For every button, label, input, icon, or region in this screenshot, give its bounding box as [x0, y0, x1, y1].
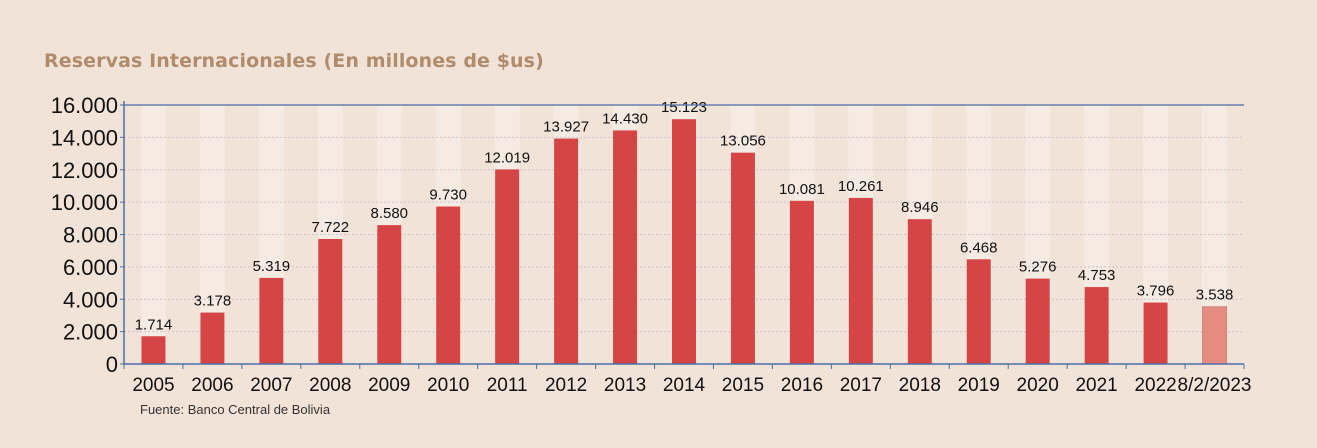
y-tick-labels: 0 2.000 4.000 6.000 8.000 10.000 12.000 14.000 1…	[51, 93, 118, 377]
data-label: 3.538	[1196, 287, 1234, 304]
x-tick-label: 2017	[840, 375, 882, 396]
x-tick-label: 2006	[191, 375, 233, 396]
data-label: 9.730	[429, 186, 467, 203]
data-label: 3.178	[194, 293, 232, 310]
data-label: 5.276	[1019, 259, 1057, 276]
data-label: 8.580	[370, 205, 408, 222]
y-tick-label: 10.000	[51, 190, 118, 215]
data-label: 12.019	[484, 149, 530, 166]
bar	[907, 219, 932, 364]
bars	[141, 119, 1228, 365]
bar	[848, 197, 873, 364]
bar	[318, 239, 343, 364]
x-tick-label: 2018	[899, 375, 941, 396]
data-label: 4.753	[1078, 267, 1116, 284]
x-tick-label: 2013	[604, 375, 646, 396]
bar	[1025, 278, 1050, 364]
data-label: 6.468	[960, 239, 998, 256]
x-tick-label: 2020	[1017, 375, 1059, 396]
chart-title: Reservas Internacionales (En millones de…	[44, 50, 544, 72]
bar	[141, 336, 166, 364]
y-tick-label: 2.000	[63, 320, 118, 345]
bar	[789, 200, 814, 364]
data-label: 1.714	[135, 316, 173, 333]
x-tick-label: 2010	[427, 375, 469, 396]
axes	[120, 101, 1245, 369]
x-tick-label: 2022	[1134, 375, 1176, 396]
y-tick-label: 14.000	[51, 125, 118, 150]
x-tick-label: 2015	[722, 375, 764, 396]
x-tick-label: 8/2/2023	[1178, 375, 1252, 396]
x-tick-label: 2007	[250, 375, 292, 396]
bar	[436, 206, 461, 364]
data-label: 14.430	[602, 110, 648, 127]
data-label: 10.081	[779, 181, 825, 198]
y-tick-label: 0	[106, 352, 118, 377]
x-tick-label: 2016	[781, 375, 823, 396]
bar	[1202, 306, 1228, 365]
bar	[495, 169, 520, 364]
data-label: 13.056	[720, 133, 766, 150]
bar	[554, 138, 579, 364]
data-label: 3.796	[1137, 283, 1175, 300]
y-tick-label: 8.000	[63, 223, 118, 248]
bar	[613, 130, 638, 364]
bar	[200, 312, 225, 364]
bar	[672, 119, 696, 364]
bar	[377, 225, 402, 364]
x-tick-label: 2009	[368, 375, 410, 396]
y-tick-label: 12.000	[51, 158, 118, 183]
bar	[1143, 302, 1168, 364]
x-tick-label: 2021	[1075, 375, 1117, 396]
bar	[259, 277, 284, 364]
y-tick-label: 4.000	[63, 287, 118, 312]
source-note: Fuente: Banco Central de Bolivia	[140, 402, 331, 417]
x-tick-label: 2019	[958, 375, 1000, 396]
x-tick-labels: 2005 2006 2007 2008 2009 2010 2011 2012 2013 2014…	[132, 375, 1251, 396]
data-labels: 1.714 3.178 5.319 7.722 8.580 9.730 12.019 13.9…	[135, 99, 1234, 333]
bar	[966, 259, 991, 364]
data-label: 5.319	[253, 258, 291, 275]
data-label: 15.123	[661, 99, 707, 116]
x-tick-label: 2008	[309, 375, 351, 396]
data-label: 8.946	[901, 199, 939, 216]
data-label: 13.927	[543, 119, 589, 136]
data-label: 10.261	[838, 178, 884, 195]
x-tick-label: 2012	[545, 375, 587, 396]
x-tick-label: 2014	[663, 375, 706, 396]
y-tick-label: 6.000	[63, 255, 118, 280]
y-tick-label: 16.000	[51, 93, 118, 118]
bar	[730, 152, 755, 364]
bar	[1084, 287, 1109, 364]
data-label: 7.722	[312, 219, 350, 236]
x-tick-label: 2005	[132, 375, 174, 396]
x-tick-label: 2011	[487, 375, 528, 396]
